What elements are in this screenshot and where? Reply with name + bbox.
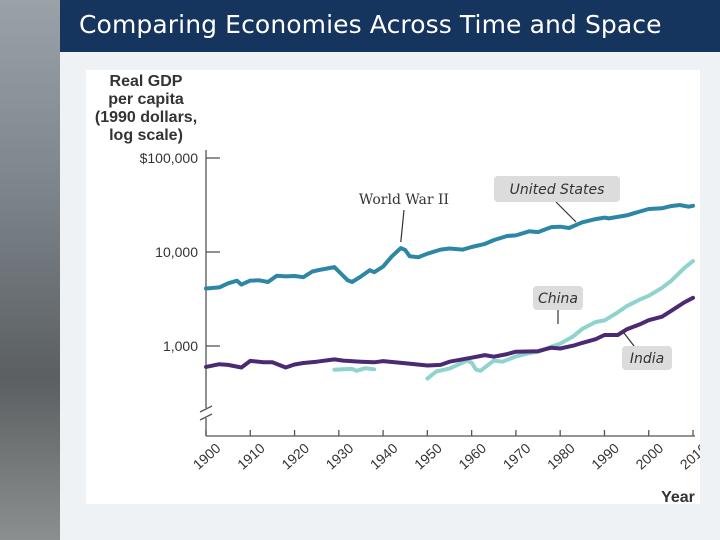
y-tick-label: 10,000 <box>155 244 198 260</box>
x-tick-label: 1940 <box>367 440 401 473</box>
y-tick-label: 1,000 <box>163 338 198 354</box>
series-line-india <box>204 295 695 370</box>
series-label-united-states: United States <box>510 182 605 198</box>
y-tick-label: $100,000 <box>140 150 199 166</box>
x-tick-label: 1930 <box>323 440 357 473</box>
series-line-united-states <box>204 203 695 291</box>
annotation-world-war-ii: World War II <box>359 192 449 208</box>
annotation-leader <box>400 209 405 243</box>
x-tick-label: 1990 <box>588 440 622 473</box>
axis-break-mark <box>199 413 213 421</box>
axis-break-mark <box>199 405 213 413</box>
x-tick-label: 1950 <box>411 440 445 473</box>
x-tick-label: 1920 <box>278 440 312 473</box>
x-axis-title: Year <box>661 489 695 504</box>
series-label-leader <box>623 332 635 347</box>
x-tick-label: 1980 <box>544 440 578 473</box>
series-label-box <box>622 346 672 370</box>
series-label-leader <box>555 201 577 223</box>
x-tick-label: 2010 <box>677 440 700 473</box>
y-axis-title-line: (1990 dollars, <box>95 109 197 126</box>
slide-title: Comparing Economies Across Time and Spac… <box>79 10 662 39</box>
x-tick-label: 1900 <box>190 440 224 473</box>
x-tick-label: 1970 <box>500 440 534 473</box>
y-axis-title-line: per capita <box>108 91 184 108</box>
series-label-india: India <box>630 351 664 367</box>
series-label-box <box>533 286 583 310</box>
series-label-box <box>494 176 620 202</box>
x-tick-label: 2000 <box>632 440 666 473</box>
title-bar <box>60 0 720 52</box>
y-axis-title-line: Real GDP <box>110 73 183 90</box>
x-tick-label: 1960 <box>455 440 489 473</box>
y-axis-title-line: log scale) <box>109 127 183 144</box>
series-label-china: China <box>538 291 578 307</box>
chart-card: Real GDP per capita (1990 dollars, log scal… <box>86 70 700 504</box>
series-line-china <box>332 366 377 373</box>
x-tick-label: 1910 <box>234 440 268 473</box>
